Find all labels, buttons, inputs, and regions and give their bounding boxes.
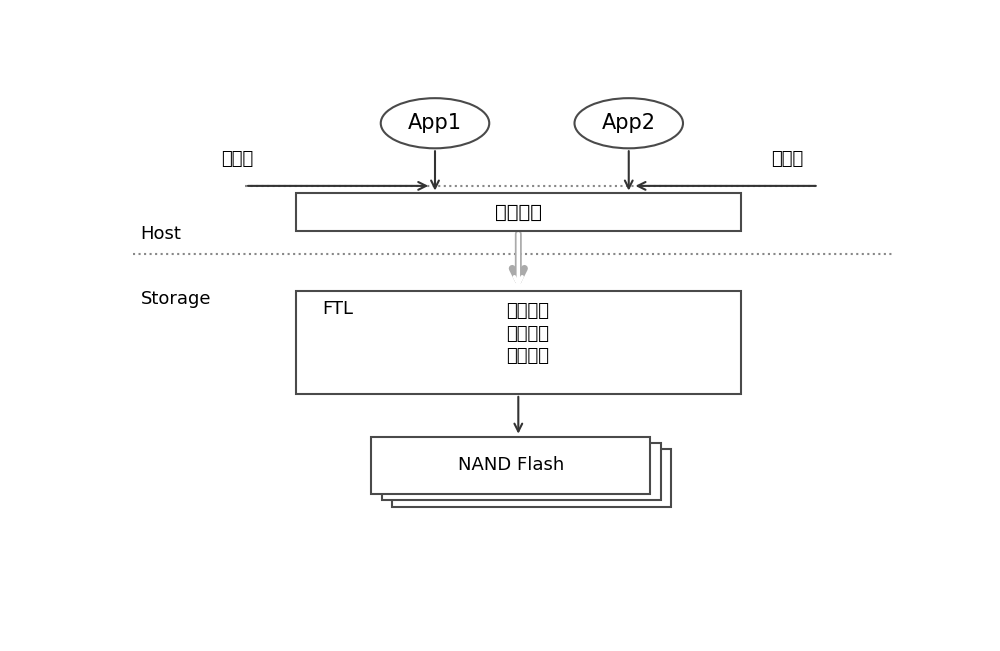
Text: 垃圾回收: 垃圾回收 [507,325,550,343]
Bar [296,291,741,394]
Text: FTL: FTL [323,299,354,318]
Text: App2: App2 [602,113,656,133]
Text: 随机写: 随机写 [772,150,804,169]
Text: NAND Flash: NAND Flash [458,456,564,475]
Text: 文件系统: 文件系统 [495,202,542,222]
Text: 地址映射: 地址映射 [507,302,550,320]
Text: App1: App1 [408,113,462,133]
Text: 顺序写: 顺序写 [221,150,254,169]
Bar [382,443,661,500]
Text: Host: Host [140,225,181,243]
Text: 均衡磨损: 均衡磨损 [507,348,550,365]
Bar [392,449,671,506]
Bar [371,437,650,494]
Bar [296,193,741,231]
Text: Storage: Storage [140,290,211,308]
